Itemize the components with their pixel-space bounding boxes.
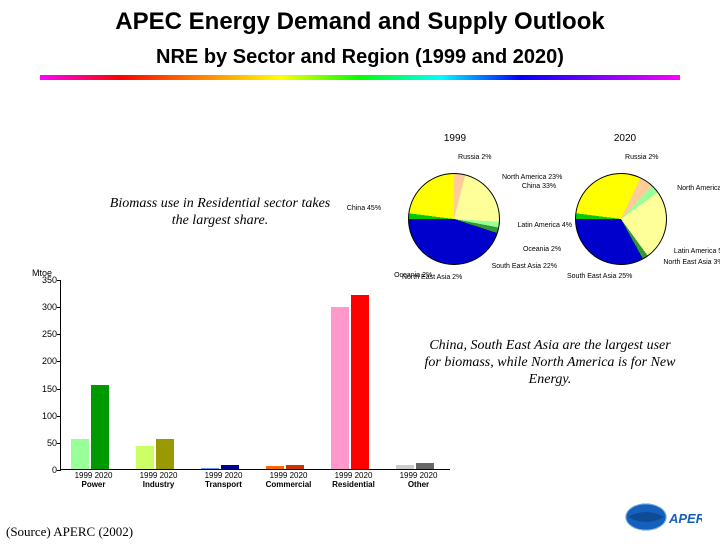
pie-label: Russia 2% bbox=[458, 154, 491, 161]
x-label-commercial: 1999 2020Commercial bbox=[256, 472, 321, 490]
pie-charts: 1999 2020 Russia 2% North America 23% Lati… bbox=[370, 133, 710, 333]
x-label-other: 1999 2020Other bbox=[386, 472, 451, 490]
pie-title-1999: 1999 bbox=[380, 133, 530, 144]
bar-industry-1999 bbox=[136, 446, 154, 469]
aperc-logo: APERC bbox=[624, 501, 702, 538]
pie-label: Latin America 4% bbox=[517, 222, 571, 229]
bar-power-1999 bbox=[71, 439, 89, 469]
source-citation: (Source) APERC (2002) bbox=[6, 524, 133, 540]
pie-title-2020: 2020 bbox=[550, 133, 700, 144]
bar-industry-2020 bbox=[156, 439, 174, 469]
svg-text:APERC: APERC bbox=[668, 511, 702, 526]
annotation-residential: Biomass use in Residential sector takes … bbox=[100, 196, 340, 230]
bar-residential-2020 bbox=[351, 295, 369, 469]
pie-label: China 33% bbox=[522, 183, 556, 190]
x-label-transport: 1999 2020Transport bbox=[191, 472, 256, 490]
pie-label: China 45% bbox=[347, 205, 381, 212]
bar-commercial-2020 bbox=[286, 465, 304, 469]
bar-other-1999 bbox=[396, 465, 414, 469]
bar-transport-1999 bbox=[201, 468, 219, 469]
x-label-residential: 1999 2020Residential bbox=[321, 472, 386, 490]
bar-commercial-1999 bbox=[266, 466, 284, 469]
pie-label: North America 30% bbox=[677, 185, 720, 192]
pie-label: Russia 2% bbox=[625, 154, 658, 161]
x-label-industry: 1999 2020Industry bbox=[126, 472, 191, 490]
pie-2020 bbox=[575, 173, 667, 265]
pie-label: Latin America 5% bbox=[674, 248, 720, 255]
pie-label: Oceania 2% bbox=[523, 246, 561, 253]
bar-transport-2020 bbox=[221, 465, 239, 469]
pie-label: North America 23% bbox=[502, 174, 562, 181]
bar-power-2020 bbox=[91, 385, 109, 469]
page-title: APEC Energy Demand and Supply Outlook bbox=[0, 8, 720, 36]
bar-residential-1999 bbox=[331, 307, 349, 469]
x-label-power: 1999 2020Power bbox=[61, 472, 126, 490]
pie-label: North East Asia 3% bbox=[663, 259, 720, 266]
pie-label: South East Asia 25% bbox=[567, 273, 632, 280]
page-subtitle: NRE by Sector and Region (1999 and 2020) bbox=[0, 46, 720, 69]
pie-label: Oceania 2% bbox=[394, 272, 432, 279]
pie-label: South East Asia 22% bbox=[492, 263, 557, 270]
bar-other-2020 bbox=[416, 463, 434, 470]
rainbow-divider bbox=[40, 75, 680, 80]
pie-1999 bbox=[408, 173, 500, 265]
